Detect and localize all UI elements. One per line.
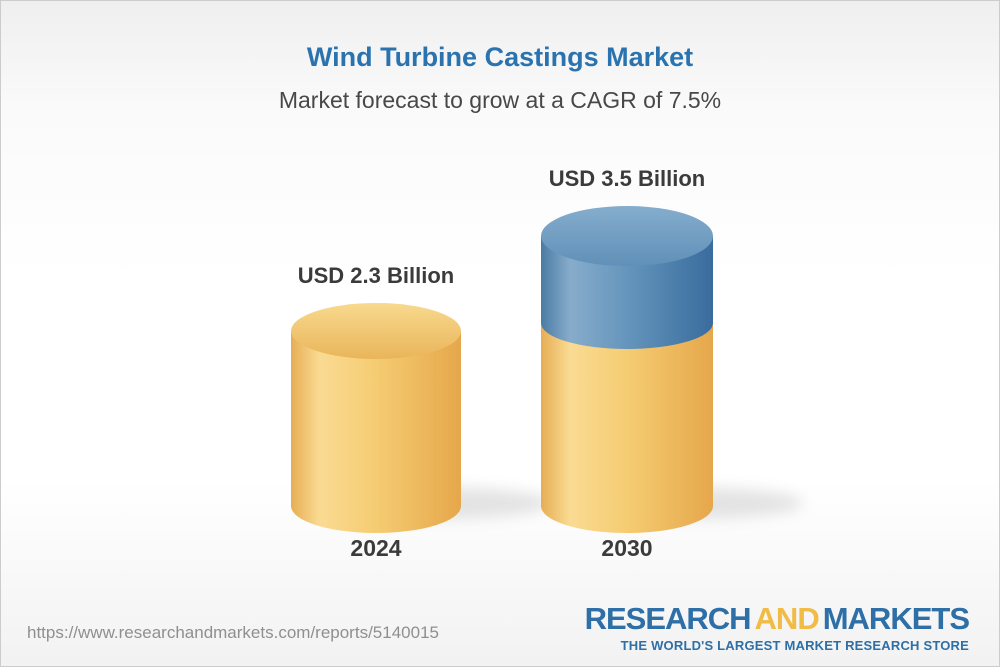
bar-2030-growth-cylinder [541,206,713,349]
chart-subtitle: Market forecast to grow at a CAGR of 7.5… [278,87,722,113]
report-url: https://www.researchandmarkets.com/repor… [27,623,439,642]
logo-word-research: RESEARCH [584,601,752,636]
x-axis-label-2024: 2024 [350,535,402,561]
logo-wordmark: RESEARCH AND MARKETS [584,601,970,636]
logo-word-and: AND [754,601,820,636]
value-label-2030: USD 3.5 Billion [548,166,706,191]
bar-2024-cylinder [291,303,461,533]
bar-2030-base-cylinder [541,301,713,533]
logo-tagline: THE WORLD'S LARGEST MARKET RESEARCH STOR… [620,638,969,653]
brand-logo: RESEARCH AND MARKETS THE WORLD'S LARGEST M… [584,601,970,653]
value-label-2024: USD 2.3 Billion [297,263,455,288]
x-axis-label-2030: 2030 [601,535,653,561]
logo-word-markets: MARKETS [822,601,970,636]
chart-title: Wind Turbine Castings Market [306,42,694,72]
